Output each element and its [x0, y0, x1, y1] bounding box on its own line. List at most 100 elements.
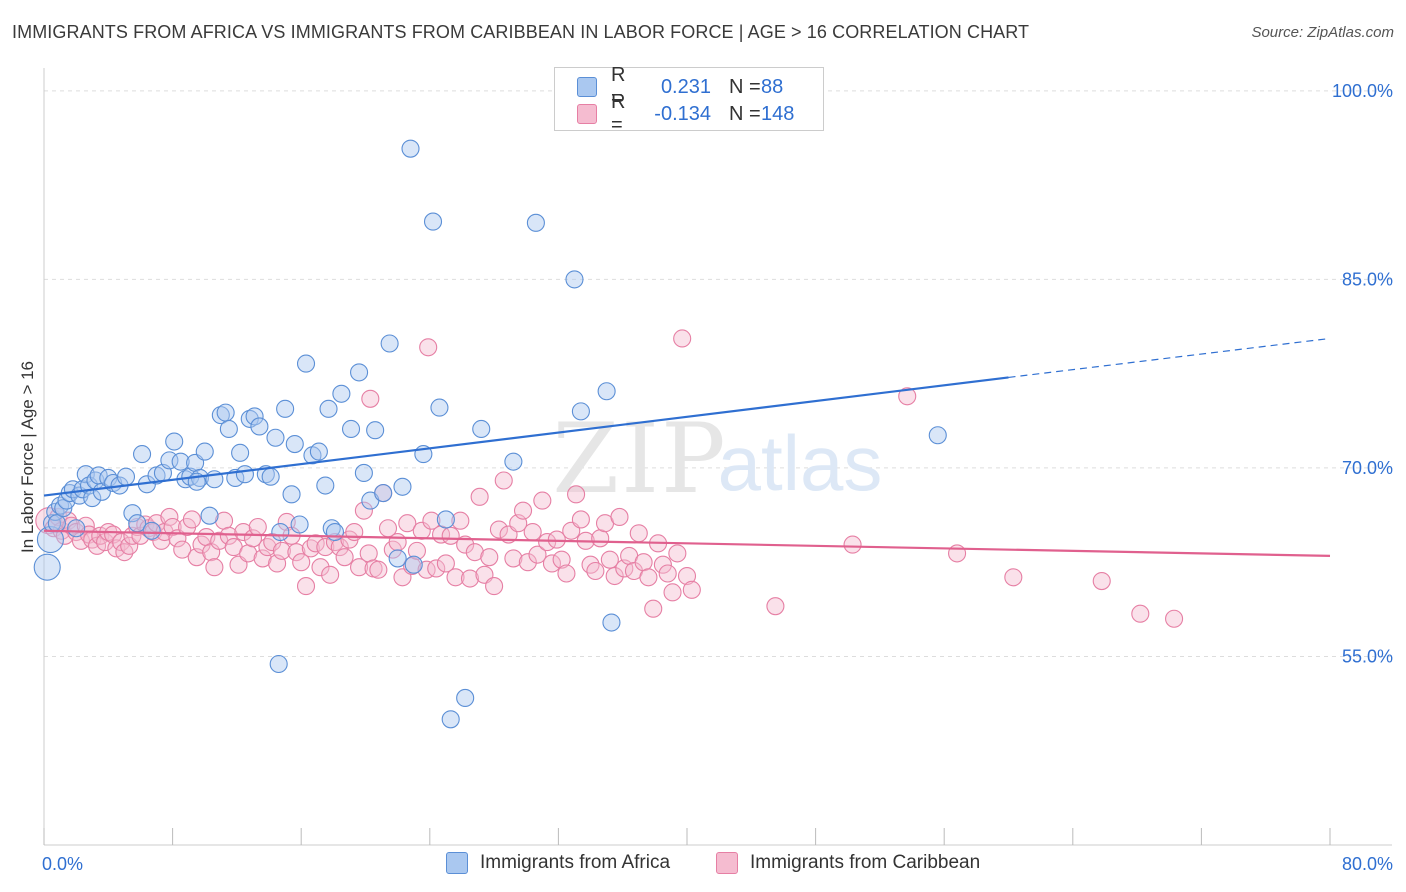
correlation-legend: R = 0.231 N = 88 R = -0.134 N = 148 — [554, 64, 824, 136]
caribbean-point — [422, 511, 441, 530]
caribbean-point — [465, 543, 484, 562]
y-tick-label: 70.0% — [1342, 458, 1393, 478]
caribbean-point — [335, 548, 354, 567]
africa-point — [276, 399, 295, 418]
caribbean-point — [629, 524, 648, 543]
africa-point — [430, 398, 449, 417]
africa-point — [216, 403, 235, 422]
caribbean-point — [248, 517, 267, 537]
caribbean-point — [673, 329, 692, 348]
caribbean-point — [677, 566, 697, 586]
caribbean-point — [898, 387, 917, 406]
caribbean-point — [398, 514, 417, 533]
africa-point — [597, 382, 616, 401]
caribbean-point — [441, 526, 460, 545]
caribbean-point — [766, 597, 785, 616]
r-label: R = — [611, 91, 626, 136]
caribbean-point — [205, 558, 224, 577]
caribbean-point — [504, 549, 523, 568]
africa-point — [404, 555, 423, 574]
africa-point — [67, 519, 86, 538]
africa-point — [269, 654, 288, 674]
africa-point — [76, 465, 95, 484]
caribbean-point — [600, 550, 619, 569]
africa-point — [235, 465, 254, 484]
africa-point — [316, 476, 335, 495]
caribbean-point — [513, 501, 533, 520]
legend-row-africa: R = 0.231 N = 88 — [577, 64, 783, 109]
africa-point — [36, 526, 64, 554]
africa-point — [266, 428, 285, 447]
caribbean-point — [480, 548, 499, 567]
caribbean-point — [605, 566, 624, 586]
africa-point — [133, 445, 152, 464]
caribbean-point — [1092, 571, 1111, 591]
caribbean-point — [272, 541, 291, 560]
caribbean-point — [586, 561, 605, 581]
africa-point — [472, 419, 491, 439]
africa-point — [393, 477, 412, 496]
africa-point — [231, 443, 250, 462]
caribbean-point — [115, 543, 134, 562]
caribbean-point — [316, 538, 335, 557]
caribbean-point — [591, 529, 610, 548]
africa-point — [325, 522, 345, 542]
caribbean-point — [658, 564, 677, 583]
caribbean-r-value: -0.134 — [654, 102, 711, 125]
africa-point — [332, 384, 351, 403]
caribbean-point — [419, 338, 438, 357]
caribbean-point — [182, 510, 201, 529]
caribbean-point — [253, 549, 272, 568]
africa-point — [354, 463, 373, 483]
africa-point — [123, 504, 142, 523]
legend-item-caribbean: Immigrants from Caribbean — [716, 852, 980, 874]
africa-point — [456, 688, 475, 707]
africa-legend-label: Immigrants from Africa — [480, 852, 671, 873]
caribbean-point — [219, 526, 238, 545]
caribbean-point — [571, 510, 590, 529]
africa-points — [33, 139, 947, 729]
africa-point — [309, 442, 328, 461]
caribbean-point — [446, 568, 465, 587]
africa-point — [504, 452, 523, 471]
caribbean-point — [682, 580, 701, 599]
africa-point — [388, 549, 407, 568]
africa-point — [928, 426, 947, 445]
caribbean-swatch — [577, 104, 597, 124]
africa-point — [211, 406, 230, 425]
caribbean-point — [163, 517, 182, 537]
r-label: R = — [611, 64, 626, 109]
africa-point — [200, 506, 219, 525]
caribbean-point — [663, 583, 682, 602]
africa-legend-swatch — [446, 852, 468, 874]
caribbean-point — [567, 485, 586, 504]
y-axis-title: In Labor Force | Age > 16 — [18, 361, 37, 553]
n-label: N = — [729, 102, 761, 125]
africa-point — [261, 467, 280, 486]
africa-point — [602, 613, 621, 632]
caribbean-point — [1004, 568, 1023, 587]
africa-point — [341, 419, 361, 439]
caribbean-point — [523, 522, 542, 542]
caribbean-point — [1165, 609, 1184, 628]
africa-point — [380, 334, 399, 353]
caribbean-point — [160, 507, 179, 526]
africa-point — [401, 139, 420, 158]
africa-point — [165, 432, 184, 451]
grid-lines — [44, 90, 1392, 657]
africa-point — [350, 363, 369, 382]
n-label: N = — [729, 75, 761, 98]
caribbean-point — [451, 511, 470, 530]
axis-labels: 55.0% 70.0% 85.0% 100.0% 0.0% 80.0% In Labor F… — [18, 81, 1393, 874]
caribbean-point — [610, 507, 629, 526]
caribbean-n-value: 148 — [761, 102, 795, 125]
africa-point — [245, 407, 264, 426]
africa-point — [33, 553, 61, 581]
africa-point — [271, 522, 290, 542]
africa-point — [436, 510, 455, 529]
caribbean-point — [653, 555, 672, 574]
caribbean-point — [350, 558, 369, 577]
caribbean-point — [306, 534, 325, 553]
